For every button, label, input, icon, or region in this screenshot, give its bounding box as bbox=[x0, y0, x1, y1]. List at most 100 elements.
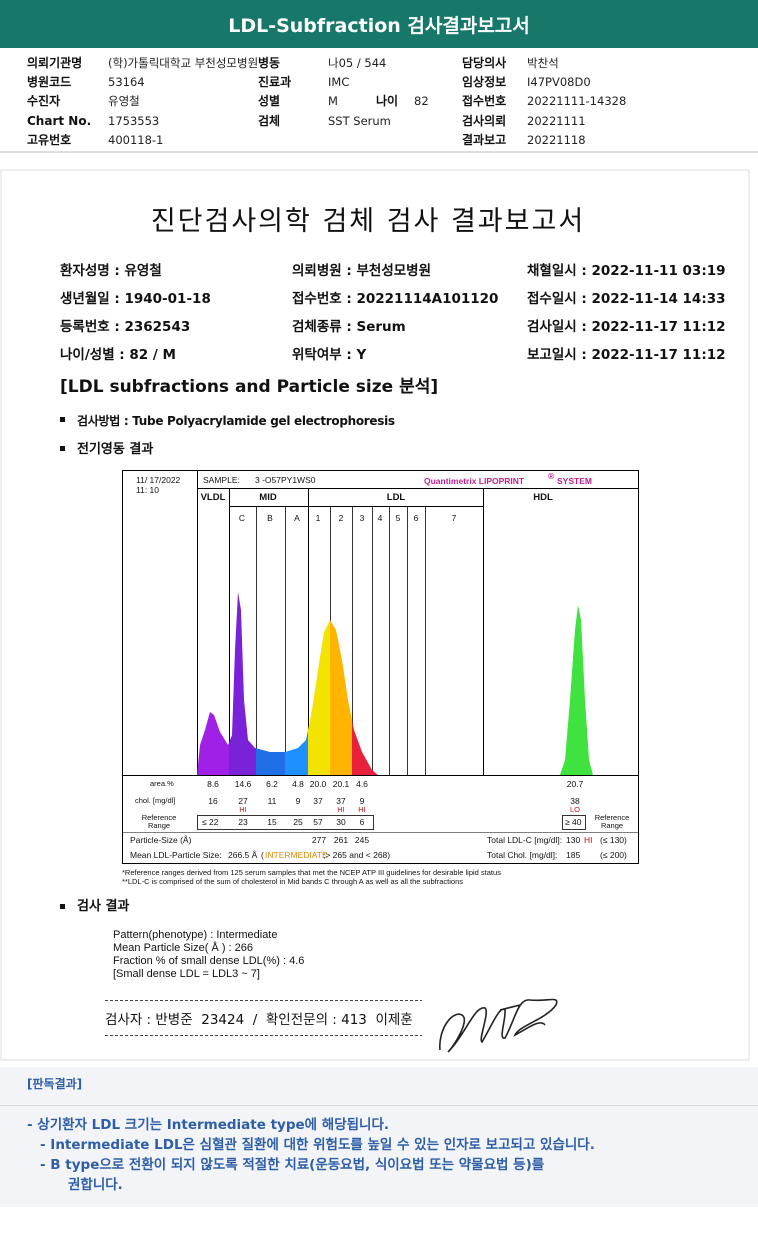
info-value: 20221111 bbox=[527, 114, 586, 128]
group-label: HDL bbox=[533, 492, 553, 503]
band-label: 1 bbox=[315, 513, 321, 523]
ref-value: (≤ 200) bbox=[600, 850, 627, 860]
density-curve bbox=[229, 592, 256, 775]
area-value: 6.2 bbox=[266, 779, 278, 789]
signature: 검사자 : 반병준 23424 / 확인전문의 : 413 이제훈 bbox=[105, 1012, 413, 1028]
area-value: 4.8 bbox=[292, 779, 304, 789]
band-label: A bbox=[294, 513, 300, 523]
density-curve bbox=[560, 605, 593, 775]
band-label: 4 bbox=[377, 513, 383, 523]
report-title: 진단검사의학 검체 검사 결과보고서 bbox=[150, 206, 586, 237]
flag: HI bbox=[239, 805, 247, 814]
chart-date: 11/ 17/2022 bbox=[136, 475, 181, 485]
info-label: 병원코드 bbox=[27, 75, 72, 89]
patient-field: 생년월일 : 1940-01-18 bbox=[60, 291, 211, 307]
chol-value: 11 bbox=[267, 796, 277, 806]
result-line: Fraction % of small dense LDL(%) : 4.6 bbox=[113, 954, 305, 967]
info-value: 박찬석 bbox=[527, 56, 559, 70]
brand-mark: ® bbox=[548, 471, 555, 481]
density-curve bbox=[256, 748, 285, 775]
area-value: 4.6 bbox=[356, 779, 368, 789]
info-label: 검사의뢰 bbox=[462, 114, 507, 128]
info-label: 나이 bbox=[376, 94, 399, 108]
bullet bbox=[60, 417, 65, 422]
group-label: VLDL bbox=[200, 492, 226, 503]
info-label: Chart No. bbox=[27, 114, 92, 128]
band-label: B bbox=[267, 513, 273, 523]
flag: HI bbox=[584, 835, 593, 845]
interpretation-line: - B type으로 전환이 되지 않도록 적절한 치료(운동요법, 식이요법 … bbox=[40, 1157, 545, 1173]
particle-value: 261 bbox=[333, 835, 349, 845]
subheading: 전기영동 결과 bbox=[77, 442, 154, 457]
chart-time: 11: 10 bbox=[136, 485, 160, 495]
info-label: 성별 bbox=[258, 94, 281, 108]
info-label: 접수번호 bbox=[462, 94, 507, 108]
note: **LDL-C is comprised of the sum of chole… bbox=[122, 877, 464, 886]
section-title: [LDL subfractions and Particle size 분석] bbox=[60, 377, 439, 397]
bullet bbox=[60, 446, 65, 451]
patient-field: 접수번호 : 20221114A101120 bbox=[292, 291, 499, 307]
ref-value: 57 bbox=[313, 817, 323, 827]
info-value: 82 bbox=[414, 94, 429, 108]
electrophoresis-chart bbox=[122, 470, 639, 864]
mean-note: ( bbox=[261, 850, 264, 860]
particle-value: 277 bbox=[311, 835, 327, 845]
group-label: LDL bbox=[386, 492, 406, 503]
band-label: 6 bbox=[413, 513, 419, 523]
ref-value: 30 bbox=[336, 817, 346, 827]
row-label: Particle-Size (Å) bbox=[130, 835, 192, 845]
info-value: 400118-1 bbox=[108, 133, 164, 147]
info-value: 20221111-14328 bbox=[527, 94, 627, 108]
info-value: I47PV08D0 bbox=[527, 75, 591, 89]
mean-class: INTERMEDIATE bbox=[265, 850, 328, 860]
patient-field: 위탁여부 : Y bbox=[292, 347, 367, 363]
info-label: 병동 bbox=[258, 56, 281, 70]
info-value: 53164 bbox=[108, 75, 145, 89]
report-frame bbox=[0, 169, 750, 1061]
interpretation-line: - Intermediate LDL은 심혈관 질환에 대한 위험도를 높일 수… bbox=[40, 1137, 595, 1153]
patient-field: 보고일시 : 2022-11-17 11:12 bbox=[527, 347, 726, 363]
info-value: IMC bbox=[328, 75, 350, 89]
interpretation-title: [판독결과] bbox=[27, 1077, 83, 1091]
ref-value: 23 bbox=[238, 817, 248, 827]
ref-value: 6 bbox=[359, 817, 365, 827]
ref-label: Reference Range bbox=[141, 813, 177, 830]
band-label: 5 bbox=[395, 513, 401, 523]
chol-value: 38 bbox=[570, 796, 580, 806]
info-label: 검체 bbox=[258, 114, 281, 128]
info-label: 결과보고 bbox=[462, 133, 507, 147]
patient-field: 나이/성별 : 82 / M bbox=[60, 347, 176, 363]
band-label: 7 bbox=[451, 513, 457, 523]
patient-field: 채혈일시 : 2022-11-11 03:19 bbox=[527, 263, 726, 279]
total-value: 130 bbox=[566, 835, 581, 845]
info-label: 임상정보 bbox=[462, 75, 507, 89]
sample-label: SAMPLE: bbox=[203, 475, 240, 485]
total-value: 185 bbox=[566, 850, 581, 860]
flag: HI bbox=[358, 805, 366, 814]
info-value: (학)가톨릭대학교 부천성모병원 bbox=[108, 56, 259, 70]
ref-value: 15 bbox=[267, 817, 277, 827]
area-value: 20.0 bbox=[309, 779, 327, 789]
ref-box bbox=[197, 815, 374, 830]
ref-value: ≥ 40 bbox=[565, 817, 582, 827]
result-line: Mean Particle Size( Å ) : 266 bbox=[113, 941, 254, 954]
info-label: 담당의사 bbox=[462, 56, 507, 70]
result-line: [Small dense LDL = LDL3 ~ 7] bbox=[113, 967, 260, 980]
band-label: 3 bbox=[359, 513, 365, 523]
patient-field: 의뢰병원 : 부천성모병원 bbox=[292, 263, 431, 279]
info-value: 유영철 bbox=[108, 94, 140, 108]
density-curve bbox=[330, 620, 352, 775]
brand: SYSTEM bbox=[557, 476, 592, 486]
density-curve bbox=[285, 730, 308, 775]
bullet bbox=[60, 904, 65, 909]
interpretation-bg bbox=[0, 1067, 758, 1207]
density-curve bbox=[197, 712, 229, 775]
patient-field: 검사일시 : 2022-11-17 11:12 bbox=[527, 319, 726, 335]
patient-field: 접수일시 : 2022-11-14 14:33 bbox=[527, 291, 726, 307]
group-label: MID bbox=[259, 492, 277, 503]
patient-field: 검체종류 : Serum bbox=[292, 319, 406, 335]
band-label: C bbox=[238, 513, 246, 523]
row-label: Total LDL-C [mg/dl]: bbox=[487, 835, 563, 845]
band-label: 2 bbox=[338, 513, 344, 523]
